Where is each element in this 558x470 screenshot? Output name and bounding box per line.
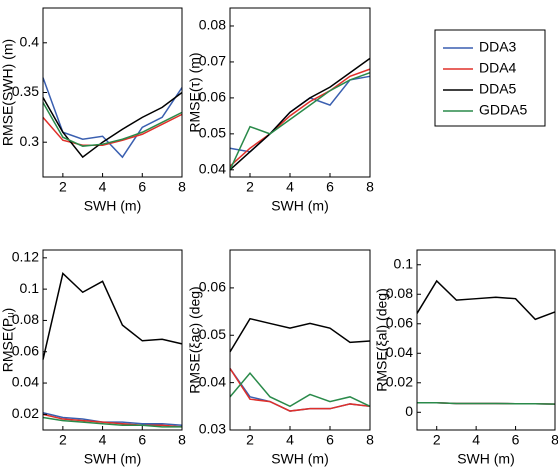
y-tick-label: 0.05 — [199, 326, 226, 342]
series-line — [229, 371, 371, 408]
y-tick-label: 0.04 — [199, 161, 226, 177]
y-axis-label: RMSE(ξac) (deg) — [187, 286, 203, 393]
axes-box — [229, 249, 371, 431]
series-line — [42, 77, 183, 159]
y-tick-label: 0.04 — [12, 374, 39, 390]
y-tick-label: 0.12 — [12, 249, 39, 265]
series-line — [416, 279, 556, 321]
series-line — [229, 75, 371, 153]
x-tick-label: 4 — [99, 179, 107, 195]
y-tick-label: 0.35 — [12, 83, 39, 99]
series-line — [229, 317, 371, 353]
y-tick-label: 0.1 — [394, 255, 414, 271]
y-tick-label: 0.04 — [386, 344, 413, 360]
y-tick-label: 0.06 — [12, 342, 39, 358]
legend-label: DDA4 — [479, 60, 517, 76]
legend-label: DDA3 — [479, 39, 517, 55]
y-axis-label: RMSE(Pᵤ) — [0, 308, 16, 372]
x-tick-label: 8 — [551, 432, 558, 448]
y-tick-label: 0.06 — [199, 279, 226, 295]
y-tick-label: 0.06 — [386, 314, 413, 330]
x-tick-label: 4 — [286, 432, 294, 448]
legend-box — [434, 29, 546, 127]
x-axis-label: SWH (m) — [457, 451, 515, 467]
series-line — [42, 91, 183, 159]
y-tick-label: 0.05 — [199, 125, 226, 141]
y-tick-label: 0.4 — [20, 33, 40, 49]
y-tick-label: 0.08 — [386, 285, 413, 301]
series-line — [229, 68, 371, 167]
axes-box — [42, 249, 183, 431]
series-line — [229, 72, 371, 171]
legend-label: GDDA5 — [479, 102, 527, 118]
y-tick-label: 0.03 — [199, 421, 226, 437]
x-tick-label: 8 — [366, 179, 374, 195]
x-tick-label: 8 — [366, 432, 374, 448]
x-tick-label: 8 — [178, 179, 186, 195]
axes-box — [42, 7, 183, 178]
y-tick-label: 0 — [405, 403, 413, 419]
x-tick-label: 6 — [326, 432, 334, 448]
x-axis-label: SWH (m) — [84, 451, 142, 467]
x-tick-label: 4 — [99, 432, 107, 448]
x-tick-label: 6 — [512, 432, 520, 448]
y-tick-label: 0.06 — [199, 89, 226, 105]
y-tick-label: 0.02 — [386, 373, 413, 389]
x-tick-label: 6 — [138, 179, 146, 195]
axes-box — [416, 249, 556, 431]
axes-box — [229, 7, 371, 178]
series-line — [42, 113, 183, 146]
y-tick-label: 0.08 — [12, 311, 39, 327]
y-axis-label: RMSE(ξal) (deg) — [374, 288, 390, 392]
x-tick-label: 2 — [246, 179, 254, 195]
x-tick-label: 4 — [472, 432, 480, 448]
x-tick-label: 2 — [59, 179, 67, 195]
series-line — [42, 102, 183, 147]
y-axis-label: RMSE(SWH) (m) — [0, 39, 16, 146]
y-tick-label: 0.07 — [199, 53, 226, 69]
x-axis-label: SWH (m) — [84, 198, 142, 214]
y-tick-label: 0.04 — [199, 373, 226, 389]
y-tick-label: 0.02 — [12, 405, 39, 421]
x-tick-label: 6 — [138, 432, 146, 448]
x-tick-label: 2 — [433, 432, 441, 448]
legend-label: DDA5 — [479, 81, 517, 97]
series-line — [229, 57, 371, 171]
series-line — [42, 412, 183, 427]
y-axis-label: RMSE(τ) (m) — [187, 52, 203, 132]
series-line — [417, 401, 556, 405]
x-tick-label: 2 — [59, 432, 67, 448]
x-tick-label: 8 — [178, 432, 186, 448]
x-axis-label: SWH (m) — [271, 198, 329, 214]
series-line — [42, 416, 182, 428]
x-tick-label: 2 — [246, 432, 254, 448]
x-tick-label: 6 — [326, 179, 334, 195]
series-line — [42, 272, 183, 360]
x-tick-label: 4 — [286, 179, 294, 195]
series-line — [42, 413, 183, 428]
series-line — [229, 368, 371, 412]
y-tick-label: 0.08 — [199, 17, 226, 33]
x-axis-label: SWH (m) — [271, 451, 329, 467]
y-tick-label: 0.3 — [20, 133, 40, 149]
y-tick-label: 0.1 — [20, 280, 40, 296]
